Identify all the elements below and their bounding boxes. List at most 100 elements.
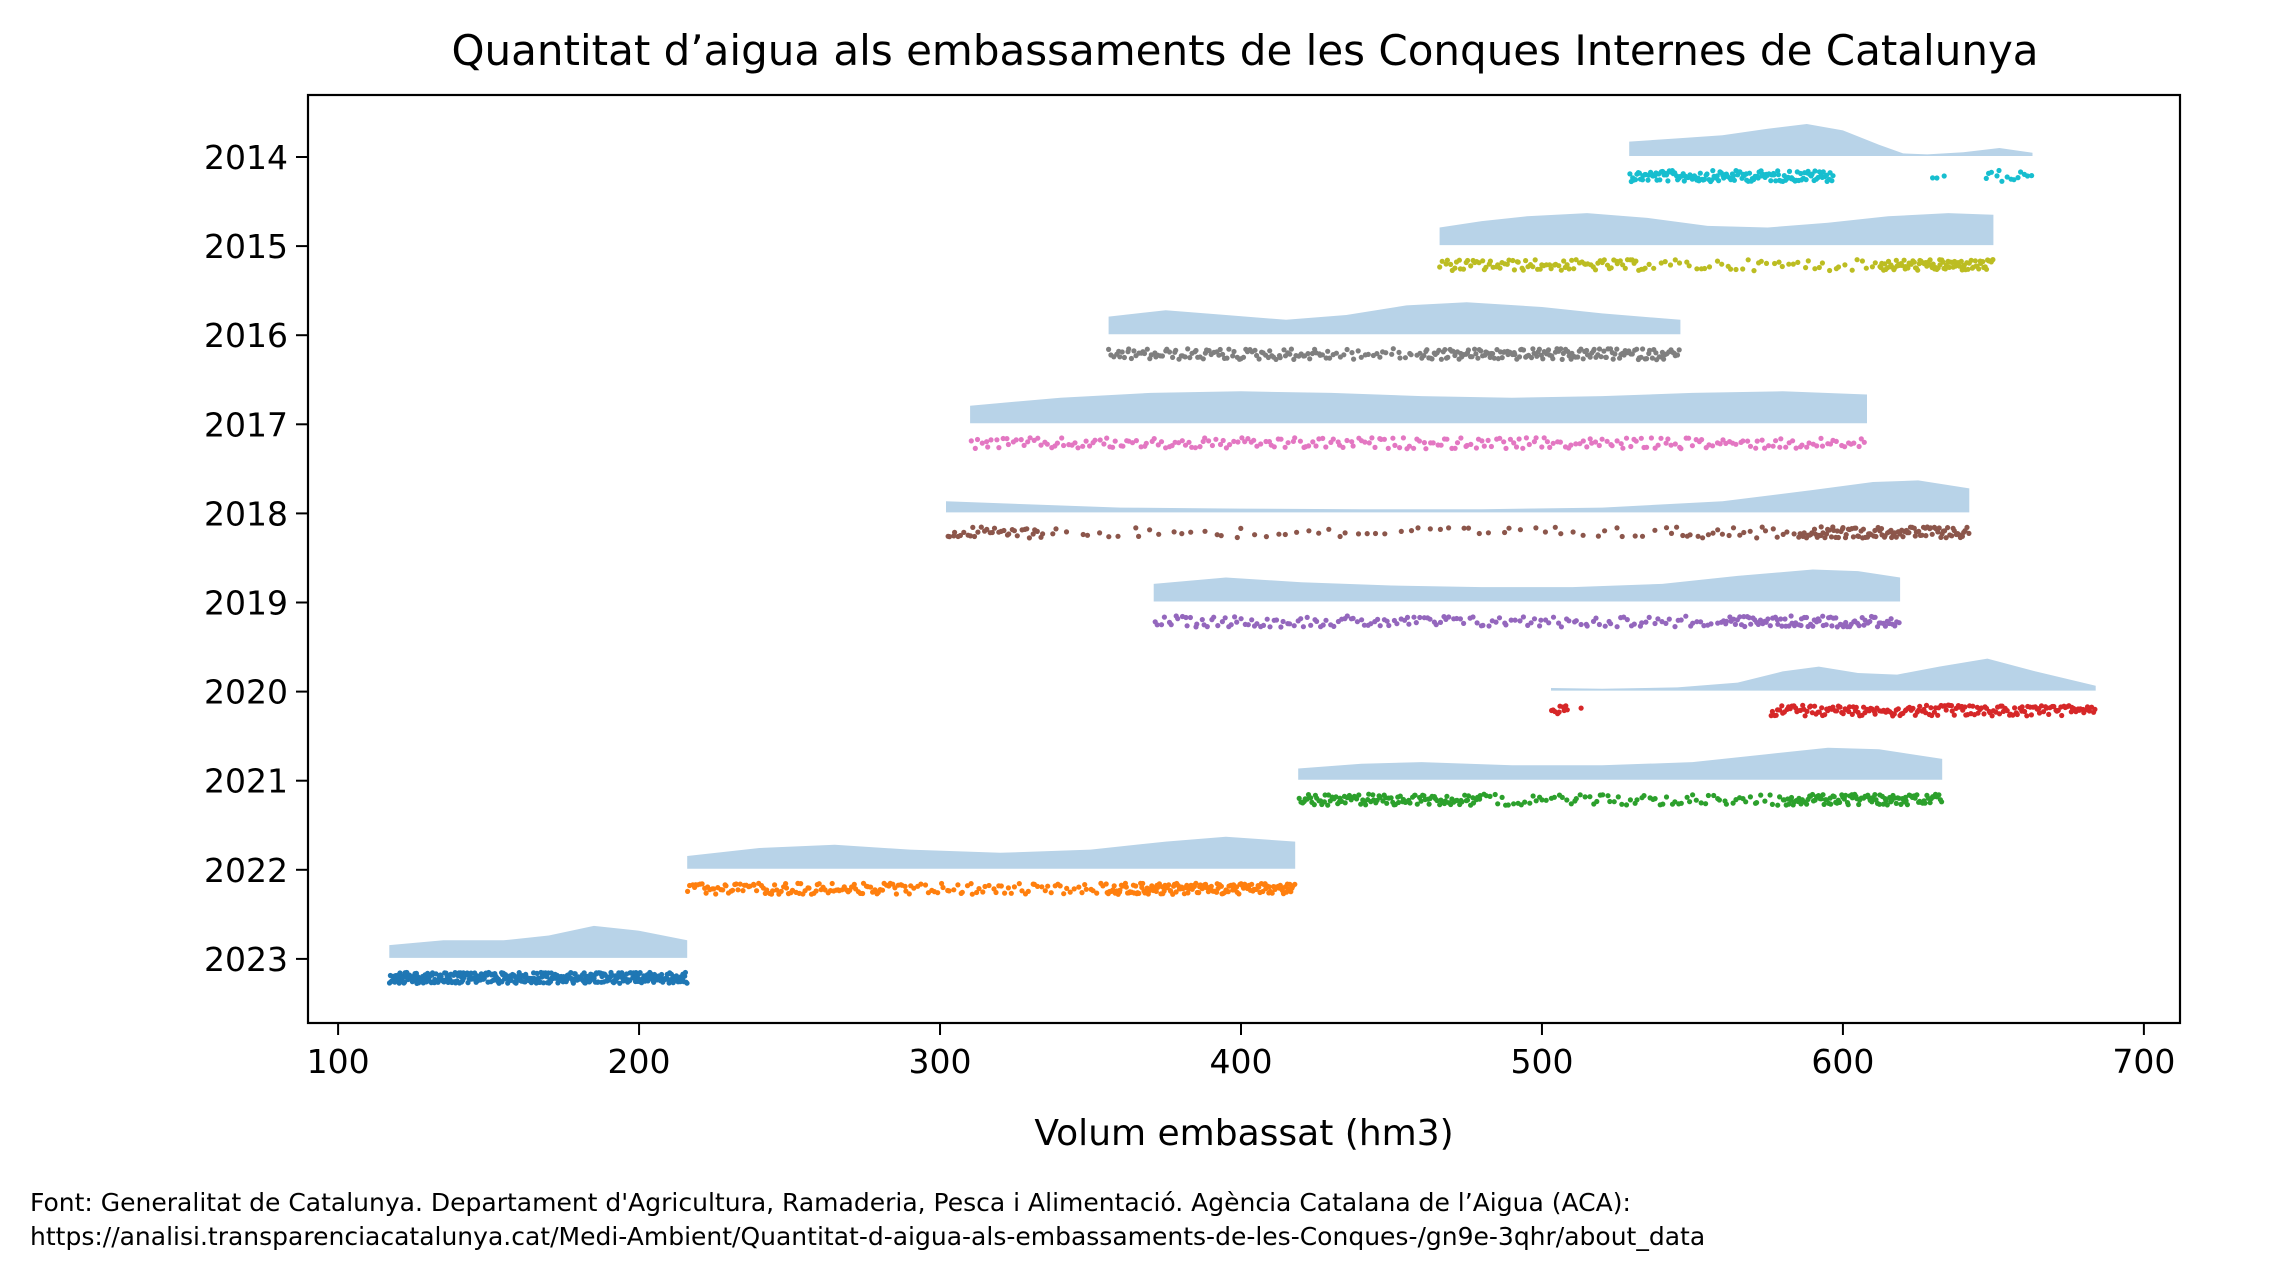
- data-point-2014: [1632, 177, 1639, 183]
- data-point-2022: [940, 884, 946, 891]
- data-point-2017: [1083, 438, 1089, 444]
- data-point-2020: [1895, 706, 1901, 712]
- data-point-2020: [1812, 703, 1818, 709]
- data-point-2016: [1516, 354, 1523, 360]
- data-point-2017: [1143, 440, 1149, 446]
- data-point-2017: [1720, 437, 1726, 443]
- data-point-2014: [2029, 173, 2035, 179]
- data-point-2017: [1511, 440, 1517, 446]
- data-point-2016: [1596, 346, 1603, 352]
- data-point-2021: [1418, 798, 1424, 804]
- data-point-2016: [1217, 346, 1223, 353]
- data-point-2022: [751, 882, 757, 888]
- data-point-2019: [1798, 622, 1804, 629]
- data-point-2017: [1297, 438, 1303, 444]
- data-point-2022: [959, 889, 965, 895]
- data-point-2019: [1882, 623, 1888, 629]
- data-point-2017: [1129, 440, 1136, 446]
- data-point-2016: [1528, 355, 1535, 361]
- data-point-2017: [1362, 439, 1368, 445]
- data-point-2016: [1383, 350, 1389, 356]
- data-point-2020: [1928, 705, 1934, 711]
- data-point-2019: [1643, 619, 1649, 625]
- data-point-2021: [1730, 800, 1736, 806]
- data-point-2017: [1075, 445, 1081, 451]
- series-2019: [1152, 569, 1902, 630]
- data-point-2015: [1460, 266, 1467, 272]
- data-point-2016: [1674, 352, 1681, 358]
- data-point-2014: [1704, 171, 1710, 177]
- data-point-2022: [735, 887, 741, 893]
- data-point-2016: [1638, 354, 1644, 360]
- data-point-2019: [1833, 615, 1839, 621]
- data-point-2015: [1965, 266, 1971, 272]
- data-point-2018: [1705, 532, 1711, 538]
- data-point-2019: [1508, 617, 1514, 623]
- data-point-2016: [1445, 354, 1451, 360]
- data-point-2022: [1002, 890, 1008, 896]
- data-point-2021: [1627, 797, 1633, 803]
- data-point-2018: [1824, 531, 1830, 537]
- data-point-2019: [1308, 622, 1314, 628]
- data-point-2021: [1747, 794, 1753, 800]
- data-point-2017: [1390, 435, 1396, 441]
- data-point-2015: [1816, 264, 1822, 271]
- data-point-2019: [1727, 614, 1733, 620]
- data-point-2018: [1382, 531, 1388, 537]
- series-2015: [1437, 213, 1996, 274]
- data-point-2018: [1133, 525, 1139, 531]
- data-point-2021: [1543, 797, 1549, 803]
- data-point-2016: [1159, 353, 1165, 359]
- data-point-2018: [1506, 525, 1512, 531]
- data-point-2016: [1319, 352, 1325, 358]
- data-point-2019: [1386, 622, 1392, 629]
- data-point-2016: [1106, 346, 1112, 352]
- data-point-2021: [1530, 793, 1536, 799]
- data-point-2021: [1605, 793, 1611, 799]
- data-point-2022: [1111, 883, 1117, 889]
- data-point-2015: [1520, 267, 1526, 273]
- data-point-2019: [1546, 620, 1552, 626]
- data-point-2017: [1773, 438, 1779, 444]
- data-point-2015: [1497, 265, 1503, 271]
- data-point-2019: [1298, 616, 1304, 622]
- data-point-2022: [998, 883, 1004, 889]
- data-point-2017: [1155, 442, 1161, 448]
- data-point-2022: [1061, 891, 1067, 897]
- data-point-2019: [1698, 619, 1704, 625]
- data-point-2019: [1659, 619, 1665, 625]
- data-point-2022: [733, 881, 739, 887]
- data-point-2015: [1901, 257, 1907, 263]
- data-point-2018: [1476, 530, 1482, 537]
- data-point-2019: [1215, 623, 1221, 629]
- data-point-2020: [1773, 712, 1779, 718]
- data-point-2017: [1777, 444, 1783, 450]
- data-point-2018: [1835, 534, 1841, 541]
- data-point-2016: [1344, 346, 1350, 353]
- data-point-2016: [1450, 348, 1456, 354]
- y-tick-label-2020: 2020: [204, 673, 288, 712]
- data-point-2018: [1791, 531, 1797, 537]
- data-point-2018: [1595, 533, 1601, 539]
- data-point-2019: [1872, 614, 1878, 620]
- data-point-2015: [1608, 265, 1614, 271]
- data-point-2017: [996, 445, 1002, 451]
- data-point-2017: [1013, 437, 1019, 443]
- data-point-2021: [1414, 801, 1420, 807]
- density-cloud-2015: [1439, 213, 1994, 246]
- data-point-2017: [1411, 445, 1417, 451]
- data-point-2017: [1672, 441, 1678, 447]
- data-point-2019: [1765, 616, 1771, 622]
- data-point-2018: [1951, 528, 1957, 534]
- data-point-2018: [1106, 534, 1112, 540]
- data-point-2017: [1110, 444, 1116, 450]
- data-point-2017: [1783, 444, 1789, 450]
- data-point-2022: [879, 887, 886, 893]
- data-point-2016: [1252, 347, 1258, 353]
- data-point-2018: [1912, 533, 1918, 539]
- data-point-2020: [1970, 703, 1976, 709]
- data-point-2019: [1354, 619, 1360, 625]
- plot-area: [386, 124, 2098, 987]
- data-point-2022: [783, 881, 789, 887]
- data-point-2017: [1618, 441, 1624, 447]
